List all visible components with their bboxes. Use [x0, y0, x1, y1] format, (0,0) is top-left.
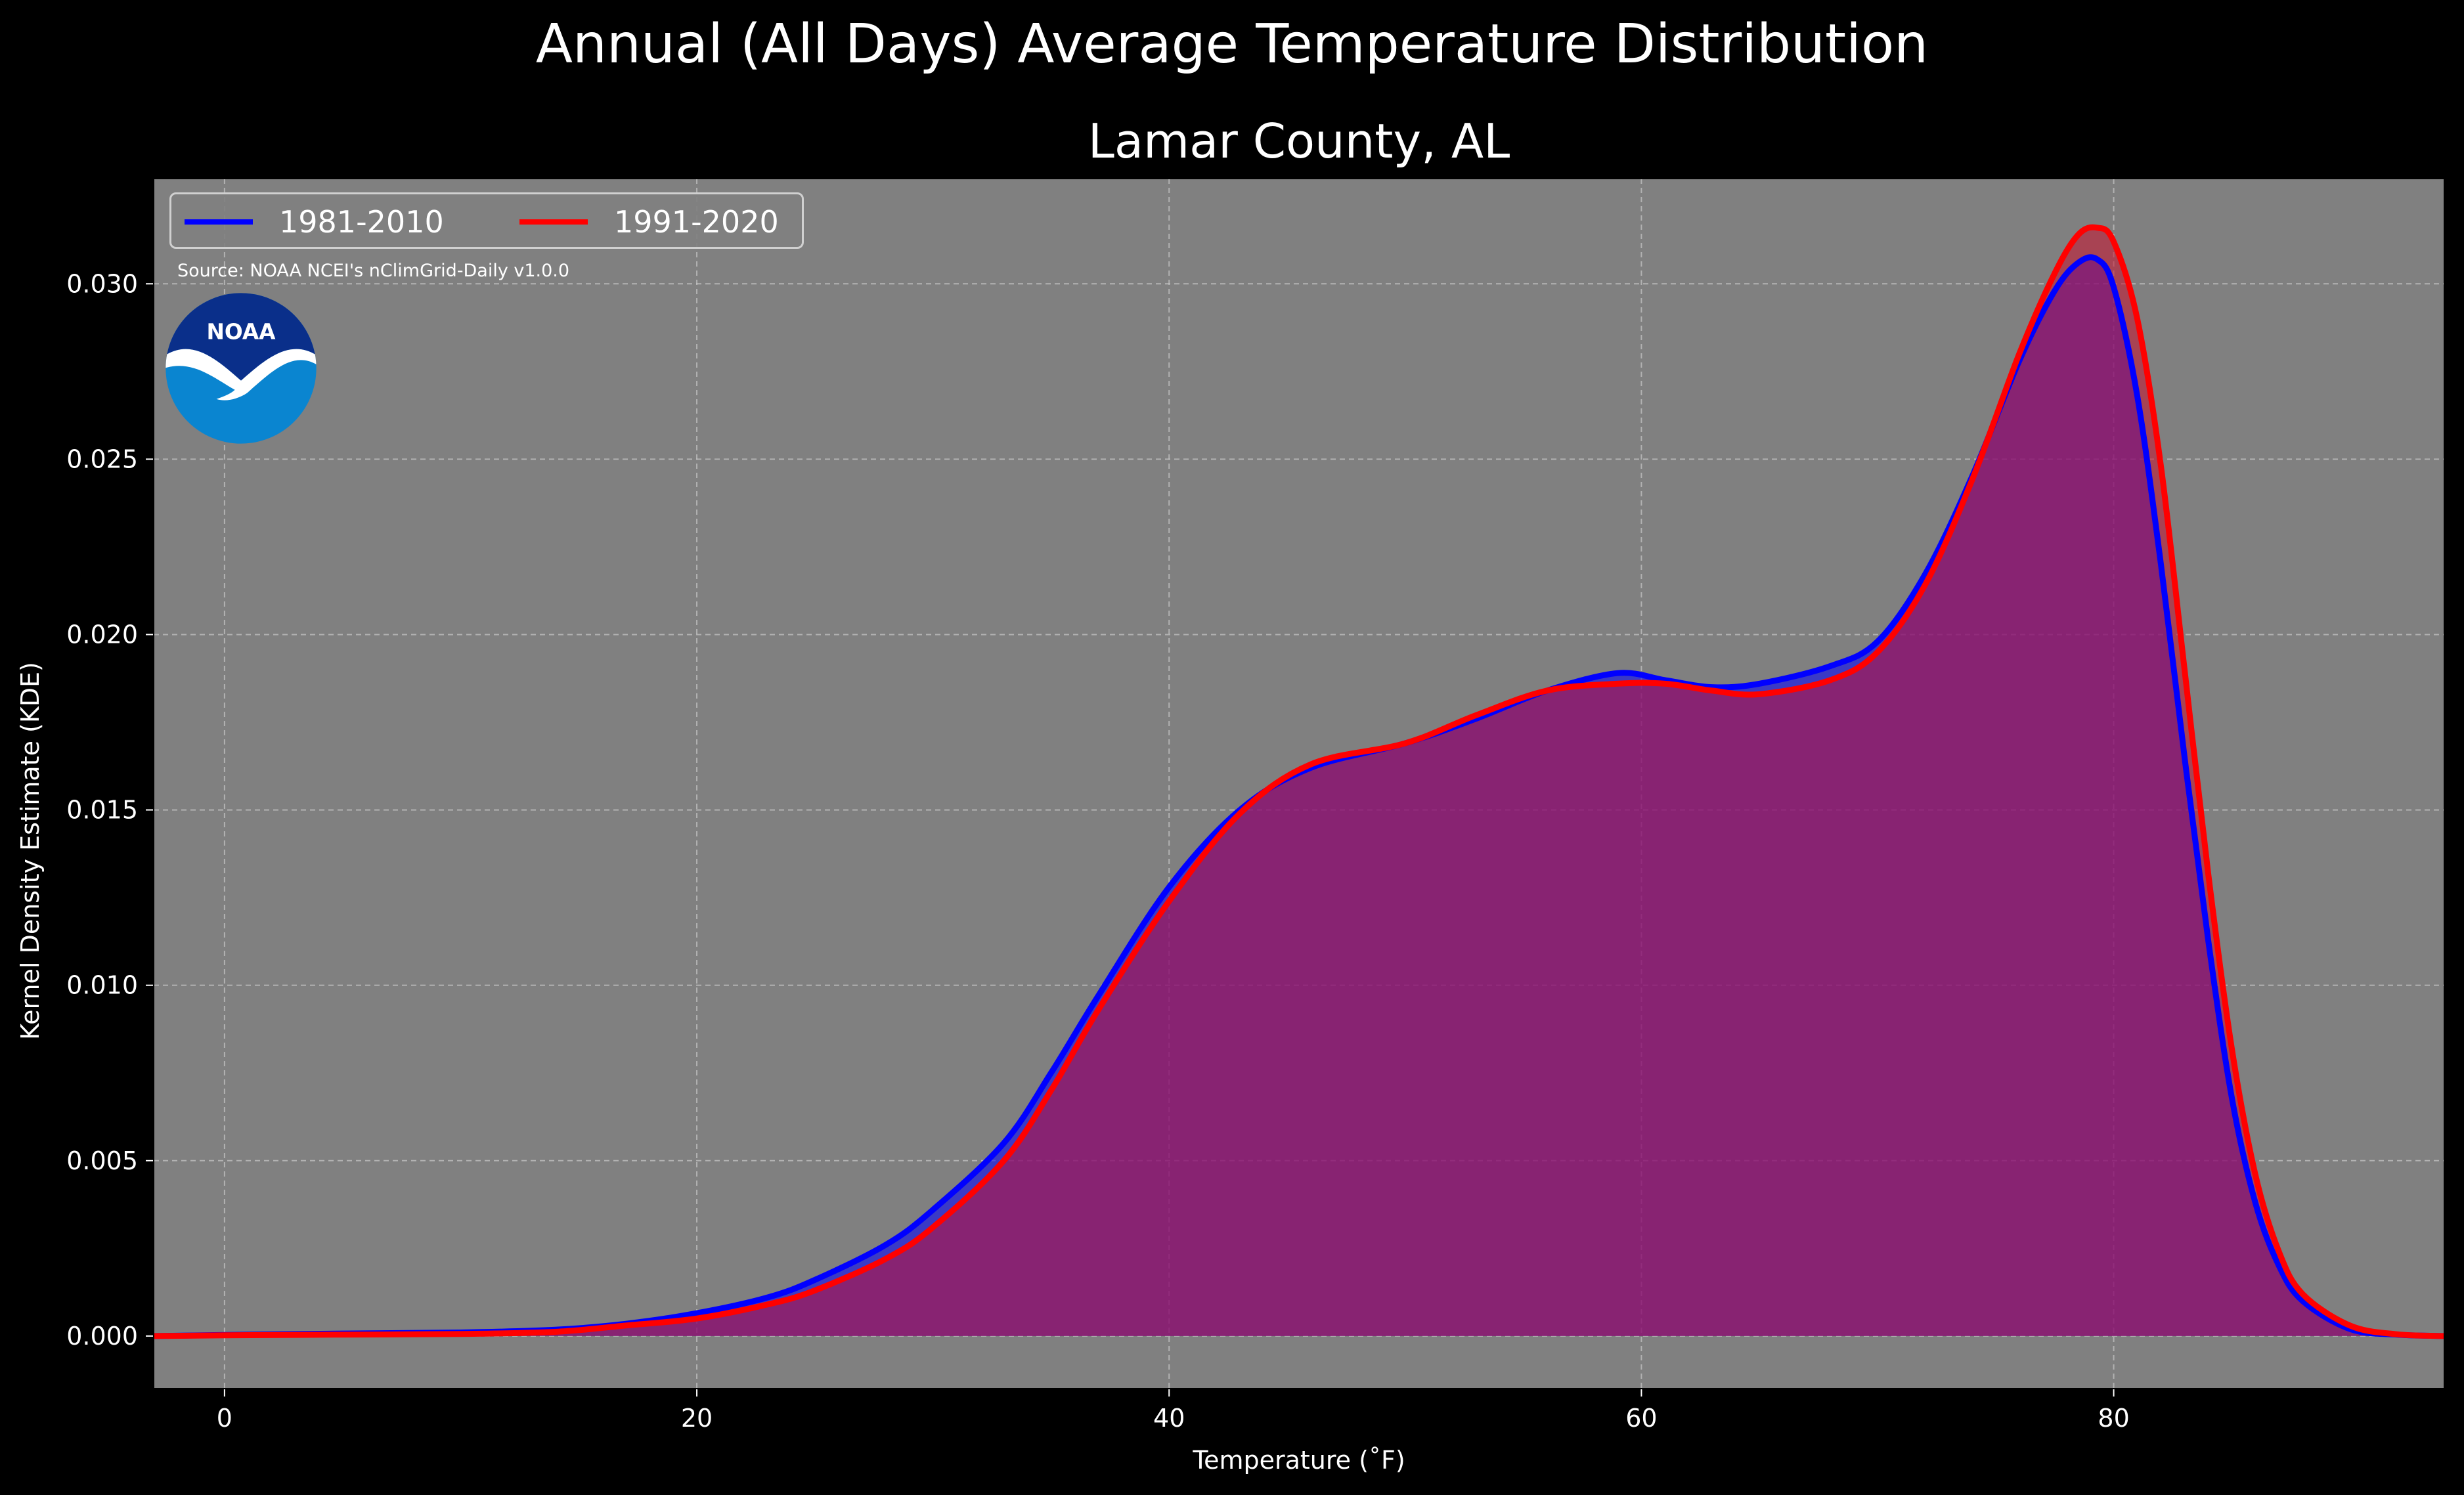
x-tick-label: 20	[681, 1404, 713, 1433]
series-line-1991-2020	[153, 224, 2445, 1339]
chart-title: Lamar County, AL	[1088, 114, 1510, 169]
legend-label-1981-2010: 1981-2010	[279, 204, 444, 240]
axes: 0 20 40 60 80 0.000 0.005 0.010 0.015 0.020 0.025 0…	[66, 178, 2445, 1433]
legend: 1981-2010 1991-2020	[169, 192, 804, 249]
x-tick-label: 80	[2098, 1404, 2129, 1433]
series-area-1991-2020	[154, 227, 2444, 1336]
noaa-logo-text: NOAA	[206, 320, 276, 345]
source-note: Source: NOAA NCEI's nClimGrid-Daily v1.0…	[177, 261, 570, 281]
legend-swatch-red	[519, 219, 588, 225]
x-tick-label: 40	[1153, 1404, 1185, 1433]
noaa-logo-icon: NOAA	[165, 293, 317, 444]
legend-item-1981-2010: 1981-2010	[185, 204, 444, 240]
y-tick-label: 0.025	[66, 444, 138, 473]
x-axis-label: Temperature (˚F)	[1193, 1446, 1405, 1475]
legend-swatch-blue	[185, 219, 253, 225]
x-tick-label: 0	[217, 1404, 232, 1433]
y-tick-label: 0.015	[66, 796, 138, 825]
y-tick-label: 0.010	[66, 971, 138, 1000]
series-areas	[153, 224, 2445, 1339]
y-tick-label: 0.030	[66, 269, 138, 298]
legend-item-1991-2020: 1991-2020	[519, 204, 779, 240]
figure-title: Annual (All Days) Average Temperature Di…	[535, 13, 1929, 76]
y-tick-label: 0.005	[66, 1146, 138, 1175]
y-tick-label: 0.000	[66, 1322, 138, 1351]
x-tick-label: 60	[1625, 1404, 1657, 1433]
y-axis-label: Kernel Density Estimate (KDE)	[16, 662, 45, 1040]
legend-label-1991-2020: 1991-2020	[614, 204, 779, 240]
y-tick-label: 0.020	[66, 620, 138, 649]
